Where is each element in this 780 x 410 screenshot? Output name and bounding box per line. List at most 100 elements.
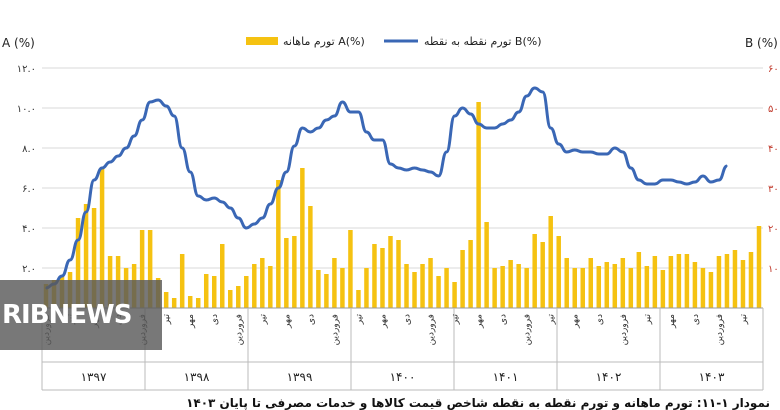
bar (508, 260, 512, 308)
right-tick-label: ۵۰ (768, 104, 779, 115)
line-point (318, 127, 320, 129)
left-tick-label: ۶.۰ (22, 184, 36, 195)
line-point (406, 169, 408, 171)
line-point (61, 275, 63, 277)
bar (452, 282, 456, 308)
line-point (478, 123, 480, 125)
bar (244, 276, 248, 308)
bar (316, 270, 320, 308)
bar (388, 236, 392, 308)
bar (396, 240, 400, 308)
line-point (510, 119, 512, 121)
line-point (558, 143, 560, 145)
bar (260, 258, 264, 308)
line-point (101, 167, 103, 169)
line-point (614, 147, 616, 149)
bar (572, 268, 576, 308)
left-tick-label: ۱۲.۰ (17, 64, 36, 75)
line-point (149, 101, 151, 103)
line-point (494, 127, 496, 129)
line-point (398, 167, 400, 169)
bar (420, 264, 424, 308)
legend: تورم ماهانه A(%) تورم نقطه به نقطه B(%) (246, 35, 542, 48)
bar (548, 216, 552, 308)
bar (581, 268, 585, 308)
line-point (374, 139, 376, 141)
bar (516, 264, 520, 308)
line-point (342, 101, 344, 103)
line-point (117, 155, 119, 157)
line-point (286, 171, 288, 173)
line-point (670, 179, 672, 181)
month-label: دی (306, 314, 316, 325)
month-label: فروردین (523, 314, 533, 345)
line-point (678, 181, 680, 183)
line-point (686, 183, 688, 185)
bar (468, 240, 472, 308)
line-point (278, 187, 280, 189)
month-label: تیر (643, 314, 653, 326)
year-label: ۱۴۰۳ (699, 370, 725, 384)
line-point (582, 151, 584, 153)
line-point (213, 197, 215, 199)
bar (597, 266, 601, 308)
right-axis-title: B (%) (745, 36, 778, 50)
line-point (550, 127, 552, 129)
month-label: تیر (162, 314, 172, 326)
bar (476, 102, 480, 308)
line-point (237, 217, 239, 219)
line-point (430, 171, 432, 173)
month-label: فروردین (427, 314, 437, 345)
line-point (350, 111, 352, 113)
bar (196, 298, 200, 308)
year-label: ۱۳۹۹ (287, 370, 313, 384)
line-point (654, 183, 656, 185)
bar (172, 298, 176, 308)
bar (589, 258, 593, 308)
line-point (77, 239, 79, 241)
left-tick-label: ۱۰.۰ (17, 104, 36, 115)
line-point (446, 151, 448, 153)
line-point (133, 135, 135, 137)
month-label: فروردین (234, 314, 244, 345)
bar (605, 262, 609, 308)
line-point (181, 147, 183, 149)
bar (564, 258, 568, 308)
line-point (710, 181, 712, 183)
bar (284, 238, 288, 308)
line-point (718, 179, 720, 181)
bar (613, 264, 617, 308)
bar (436, 276, 440, 308)
line-point (366, 131, 368, 133)
line-point (590, 151, 592, 153)
month-label: فروردین (715, 314, 725, 345)
bar (460, 250, 464, 308)
line-point (502, 123, 504, 125)
bar (500, 266, 504, 308)
bar (749, 252, 753, 308)
line-point (229, 207, 231, 209)
year-label: ۱۴۰۲ (596, 370, 622, 384)
line-point (390, 163, 392, 165)
line-point (93, 179, 95, 181)
bar (685, 254, 689, 308)
month-label: فروردین (330, 314, 340, 345)
month-label: دی (210, 314, 220, 325)
bar (412, 272, 416, 308)
line-point (109, 161, 111, 163)
right-tick-label: ۲۰ (768, 224, 779, 235)
line-point (422, 169, 424, 171)
month-label: فروردین (619, 314, 629, 345)
bar (637, 252, 641, 308)
line-point (726, 165, 728, 167)
year-label: ۱۳۹۷ (81, 370, 107, 384)
month-label: مهر (282, 314, 292, 329)
line-point (326, 119, 328, 121)
line-point (622, 151, 624, 153)
ribnews-logo-text: RIBNEWS (0, 300, 131, 330)
year-label: ۱۴۰۱ (493, 370, 519, 384)
line-point (294, 145, 296, 147)
line-point (173, 115, 175, 117)
line-point (566, 151, 568, 153)
line-point (85, 211, 87, 213)
